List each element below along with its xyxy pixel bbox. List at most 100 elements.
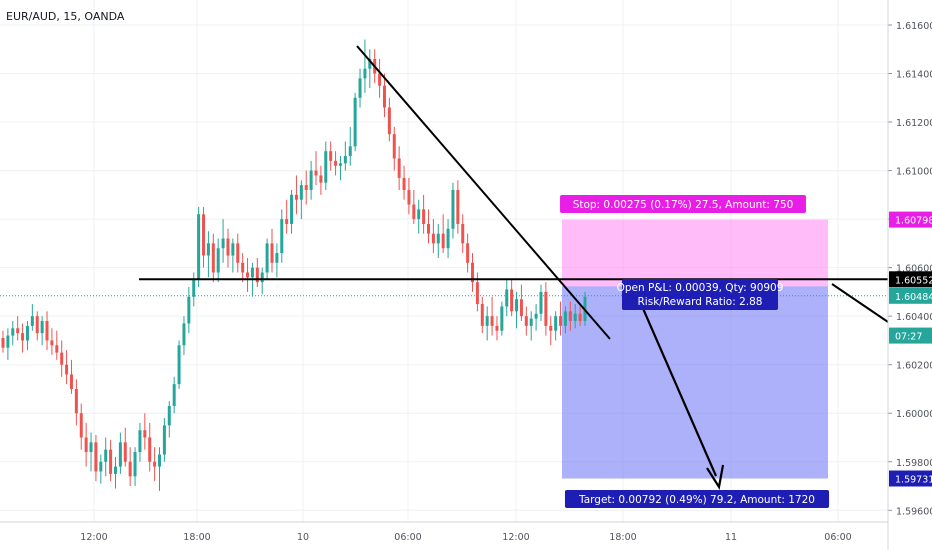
projection-line[interactable]: [831, 283, 889, 323]
candle-body: [319, 175, 323, 183]
price-tick-label: 1.59600: [896, 506, 932, 517]
candle-body: [343, 156, 347, 164]
candle-body: [290, 194, 294, 224]
candle-body: [167, 405, 171, 426]
target-label: Target: 0.00792 (0.49%) 79.2, Amount: 17…: [578, 494, 815, 506]
target-zone[interactable]: [562, 286, 828, 479]
candle-body: [79, 413, 83, 438]
candle-body: [45, 321, 49, 341]
descending-trendline[interactable]: [356, 45, 611, 340]
price-badge-bg: [889, 287, 932, 304]
candle-body: [368, 58, 372, 69]
candle-body: [177, 345, 181, 385]
candle-body: [202, 214, 206, 256]
candle-body: [417, 209, 421, 220]
candle-body: [490, 316, 494, 326]
candle-body: [304, 185, 308, 190]
candle-body: [568, 311, 572, 322]
candle-body: [221, 238, 225, 249]
price-axis[interactable]: 1.616001.614001.612001.610001.608001.606…: [887, 0, 932, 550]
time-tick-label: 18:00: [609, 532, 636, 543]
candle-body: [402, 177, 406, 190]
candle-body: [412, 204, 416, 220]
candle-body: [485, 316, 489, 326]
price-badge: 1.60552: [895, 275, 932, 286]
symbol-title: EUR/AUD, 15, OANDA: [6, 10, 125, 23]
candle-body: [158, 454, 162, 467]
price-badge-bg: [889, 271, 932, 288]
candle-body: [148, 437, 152, 462]
forecast-arrow-head[interactable]: [706, 464, 725, 490]
candle-body: [519, 299, 523, 317]
candle-body: [187, 296, 191, 324]
candle-body: [559, 316, 563, 326]
price-badge: 1.60798: [895, 216, 932, 227]
candle-body: [270, 243, 274, 263]
time-axis[interactable]: 12:00 18:00 10 06:00 12:00 18:00 11 06:00: [0, 521, 888, 543]
candle-body: [1, 338, 5, 348]
candle-body: [231, 243, 235, 256]
candle-body: [563, 311, 567, 326]
candle-body: [382, 85, 386, 108]
candle-body: [441, 233, 445, 249]
candle-body: [89, 442, 93, 453]
candle-body: [539, 291, 543, 314]
price-tick-label: 1.60600: [896, 264, 932, 275]
time-tick-label: 12:00: [502, 532, 529, 543]
candle-body: [544, 291, 548, 326]
candle-body: [285, 219, 289, 224]
candle-body: [363, 68, 367, 79]
short-position-tool[interactable]: [562, 219, 828, 479]
candle-body: [471, 262, 475, 283]
candle-body: [515, 299, 519, 312]
price-badge-bg: [889, 470, 932, 487]
candle-body: [578, 313, 582, 322]
candle-body: [109, 449, 113, 474]
candle-body: [123, 442, 127, 462]
price-badge-bg: [889, 327, 932, 344]
target-label-bg: [564, 490, 830, 508]
price-tick-label: 1.60200: [896, 361, 932, 372]
candle-body: [466, 243, 470, 263]
stop-zone[interactable]: [562, 219, 828, 287]
candle-body: [510, 289, 514, 312]
candle-body: [55, 345, 59, 353]
forecast-arrow-line[interactable]: [636, 296, 718, 477]
time-tick-label: 06:00: [394, 532, 421, 543]
chart-grid: [0, 0, 888, 522]
candle-body: [451, 189, 455, 229]
candle-body: [324, 151, 328, 183]
candle-body: [172, 384, 176, 406]
candle-body: [206, 243, 210, 256]
candle-body: [197, 214, 201, 280]
candle-body: [236, 243, 240, 263]
candle-body: [143, 430, 147, 438]
candle-body: [260, 272, 264, 283]
price-tick-label: 1.60000: [896, 409, 932, 420]
candle-body: [387, 107, 391, 135]
candle-body: [338, 163, 342, 166]
price-tick-label: 1.61200: [896, 118, 932, 129]
candle-body: [246, 272, 250, 278]
candle-body: [250, 267, 254, 278]
candle-body: [241, 262, 245, 273]
candle-body: [226, 238, 230, 256]
price-tick-label: 1.60400: [896, 312, 932, 323]
candle-body: [25, 325, 29, 341]
candle-body: [554, 316, 558, 331]
candle-body: [65, 364, 69, 375]
candle-body: [153, 461, 157, 467]
candle-body: [407, 189, 411, 205]
candle-body: [534, 313, 538, 319]
candle-body: [314, 170, 318, 176]
candle-body: [35, 316, 39, 334]
candle-body: [358, 78, 362, 98]
candle-body: [99, 461, 103, 472]
price-tick-label: 1.61000: [896, 167, 932, 178]
candle-body: [480, 304, 484, 326]
candle-body: [475, 282, 479, 305]
price-tick-label: 1.61600: [896, 21, 932, 32]
time-tick-label: 18:00: [183, 532, 210, 543]
candle-body: [265, 243, 269, 273]
